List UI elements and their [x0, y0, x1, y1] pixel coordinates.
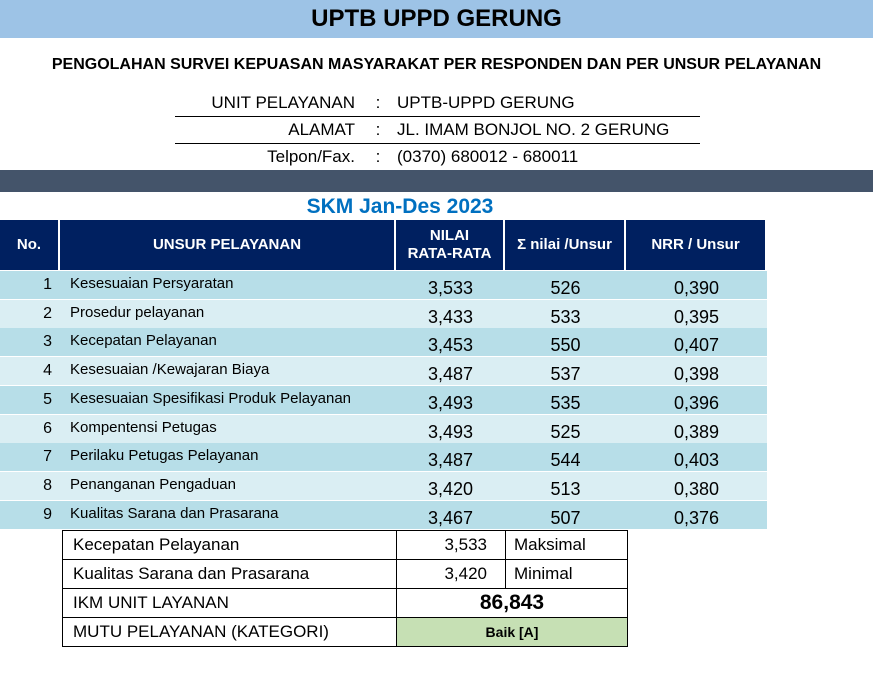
- cell: 3,487: [427, 450, 474, 471]
- info-separator: :: [375, 120, 381, 139]
- info-value: UPTB-UPPD GERUNG: [397, 93, 575, 112]
- cell: 7: [43, 448, 52, 466]
- row-bg: [0, 328, 767, 357]
- info-label: UNIT PELAYANAN: [211, 93, 355, 112]
- cell: 2: [43, 304, 52, 322]
- summary-note: Maksimal: [505, 530, 628, 560]
- underline: [175, 143, 700, 144]
- summary-note: Minimal: [505, 559, 628, 589]
- unsur-name: Kesesuaian Spesifikasi Produk Pelayanan: [70, 389, 352, 407]
- category: Baik [A]: [396, 617, 628, 647]
- cell: 0,396: [673, 392, 720, 413]
- unsur-name: Perilaku Petugas Pelayanan: [70, 447, 259, 465]
- row-bg: [0, 299, 767, 328]
- cell: 6: [43, 419, 52, 437]
- cell: 3,493: [427, 421, 474, 442]
- title: UPTB UPPD GERUNG: [311, 5, 562, 32]
- cell: 3,493: [427, 392, 474, 413]
- subtitle: PENGOLAHAN SURVEI KEPUASAN MASYARAKAT PE…: [51, 56, 822, 73]
- unsur-name: Kesesuaian Persyaratan: [70, 275, 234, 292]
- cell: 537: [550, 364, 581, 385]
- column-header: NILAI RATA-RATA: [396, 220, 505, 270]
- summary-label: MUTU PELAYANAN (KATEGORI): [62, 617, 397, 647]
- row-bg: [0, 414, 767, 443]
- column-header: UNSUR PELAYANAN: [60, 220, 396, 270]
- cell: 3,433: [427, 306, 474, 327]
- cell: 0,403: [673, 450, 720, 471]
- underline: [175, 116, 700, 117]
- cell: 9: [43, 505, 52, 523]
- cell: 8: [43, 476, 52, 494]
- cell: 0,380: [673, 478, 720, 499]
- unsur-name: Prosedur pelayanan: [70, 303, 205, 321]
- summary-label: Kecepatan Pelayanan: [62, 530, 397, 560]
- info-value: JL. IMAM BONJOL NO. 2 GERUNG: [397, 120, 670, 139]
- cell: 3,533: [427, 278, 474, 298]
- row-bg: [0, 471, 767, 500]
- cell: 3,467: [427, 507, 474, 528]
- column-header: NRR / Unsur: [626, 220, 767, 270]
- cell: 5: [43, 390, 52, 408]
- column-header: Σ nilai /Unsur: [505, 220, 626, 270]
- row-bg: [0, 357, 767, 386]
- info-separator: :: [375, 147, 381, 166]
- cell: 1: [43, 276, 52, 293]
- unsur-name: Kompentensi Petugas: [70, 418, 217, 436]
- column-header: No.: [0, 220, 60, 270]
- cell: 507: [550, 507, 581, 528]
- cell: 525: [550, 421, 581, 442]
- info-label: Telpon/Fax.: [267, 147, 355, 166]
- cell: 3,487: [427, 364, 474, 385]
- cell: 0,398: [673, 364, 720, 385]
- summary-value: 3,420: [396, 559, 506, 589]
- cell: 3,420: [427, 478, 474, 499]
- period: SKM Jan-Des 2023: [306, 195, 494, 218]
- unsur-name: Kecepatan Pelayanan: [70, 332, 217, 350]
- cell: 0,395: [673, 306, 720, 327]
- unsur-name: Penanganan Pengaduan: [70, 475, 236, 493]
- title-banner: UPTB UPPD GERUNG: [0, 0, 873, 38]
- cell: 544: [550, 450, 581, 471]
- cell: 526: [550, 278, 581, 298]
- summary-label: IKM UNIT LAYANAN: [62, 588, 397, 618]
- info-separator: :: [375, 93, 381, 112]
- row-bg: [0, 443, 767, 472]
- ikm-value: 86,843: [396, 588, 628, 618]
- cell: 0,390: [673, 278, 720, 298]
- cell: 3: [43, 333, 52, 351]
- cell: 513: [550, 478, 581, 499]
- summary-label: Kualitas Sarana dan Prasarana: [62, 559, 397, 589]
- info-value: (0370) 680012 - 680011: [397, 147, 579, 166]
- cell: 4: [43, 362, 52, 380]
- cell: 3,453: [427, 335, 474, 356]
- unsur-name: Kualitas Sarana dan Prasarana: [70, 504, 279, 522]
- divider-bar: [0, 170, 873, 192]
- row-bg: [0, 271, 767, 299]
- cell: 0,389: [673, 421, 720, 442]
- info-label: ALAMAT: [288, 120, 355, 139]
- summary-value: 3,533: [396, 530, 506, 560]
- cell: 0,407: [673, 335, 720, 356]
- cell: 535: [550, 392, 581, 413]
- cell: 0,376: [673, 507, 720, 528]
- row-bg: [0, 500, 767, 529]
- cell: 533: [550, 306, 581, 327]
- row-bg: [0, 385, 767, 414]
- unsur-name: Kesesuaian /Kewajaran Biaya: [70, 361, 270, 379]
- cell: 550: [550, 335, 581, 356]
